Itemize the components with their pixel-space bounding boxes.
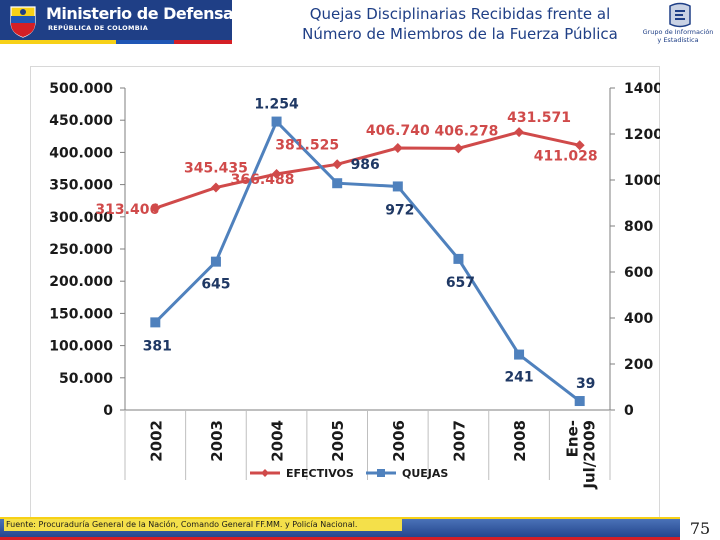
right-tick-label: 200: [624, 357, 653, 373]
right-tick-label: 0: [624, 403, 634, 419]
efectivos-data-label: 313.406: [95, 202, 159, 218]
source-note: Fuente: Procuraduría General de la Nació…: [4, 519, 402, 531]
efectivos-data-label: 406.278: [435, 123, 499, 139]
left-tick-label: 100.000: [49, 339, 113, 355]
quejas-data-label: 39: [576, 376, 595, 392]
category-label: 2004: [269, 420, 287, 462]
series-line-quejas: [154, 118, 581, 403]
quejas-data-label: 381: [143, 338, 172, 354]
chart-frame: [30, 66, 660, 522]
title-line-1: Quejas Disciplinarias Recibidas frente a…: [309, 5, 611, 23]
category-label: 2002: [147, 420, 165, 462]
quejas-point: [574, 396, 585, 407]
category-label-line: 2002: [147, 420, 165, 462]
efectivos-point: [332, 159, 343, 170]
category-label-line: 2005: [329, 420, 347, 462]
category-label-line: Jul/2009: [581, 420, 599, 490]
efectivos-point: [392, 143, 403, 154]
quejas-data-label: 645: [201, 277, 230, 293]
dual-axis-line-chart: 0 50.000 100.000 150.000 200.000 250.000 300.0…: [49, 81, 660, 490]
flag-stripe: [0, 40, 232, 44]
footer-stripe-red: [0, 537, 680, 540]
category-label-line: 2008: [511, 420, 529, 462]
page-number: 75: [689, 519, 711, 538]
efectivos-data-label: 381.525: [275, 137, 339, 153]
category-label-line: 2007: [450, 420, 468, 462]
right-tick-label: 1400: [624, 81, 660, 97]
footer-stripe-yellow: [0, 517, 680, 520]
legend-label-efectivos: EFECTIVOS: [286, 467, 354, 480]
quejas-point: [453, 253, 464, 264]
efectivos-data-label: 366.488: [231, 172, 295, 188]
right-tick-label: 1000: [624, 173, 660, 189]
category-label-line: 2003: [208, 420, 226, 462]
left-tick-label: 50.000: [59, 371, 113, 387]
category-label: Ene-Jul/2009: [564, 420, 599, 490]
efectivos-point: [271, 168, 282, 179]
left-tick-label: 350.000: [49, 178, 113, 194]
efectivos-data-label: 411.028: [534, 148, 598, 164]
quejas-data-label: 972: [385, 202, 414, 218]
quejas-point: [514, 349, 525, 360]
category-label: 2007: [450, 420, 468, 462]
group-name-line-2: y Estadística: [657, 36, 699, 44]
category-label: 2005: [329, 420, 347, 462]
left-tick-label: 500.000: [49, 81, 113, 97]
coat-of-arms-icon: [10, 6, 36, 38]
right-tick-label: 600: [624, 265, 653, 281]
left-tick-label: 150.000: [49, 306, 113, 322]
left-tick-label: 450.000: [49, 113, 113, 129]
right-tick-label: 400: [624, 311, 653, 327]
left-tick-label: 250.000: [49, 242, 113, 258]
page-title: Quejas Disciplinarias Recibidas frente a…: [280, 4, 640, 44]
quejas-data-label: 657: [446, 275, 475, 291]
quejas-data-label: 986: [351, 157, 380, 173]
country-name: REPÚBLICA DE COLOMBIA: [48, 24, 149, 32]
quejas-point: [392, 181, 403, 192]
statistics-group-name: Grupo de Información y Estadística: [636, 28, 720, 44]
category-label-line: 2004: [269, 420, 287, 462]
left-tick-label: 300.000: [49, 210, 113, 226]
left-tick-label: 400.000: [49, 145, 113, 161]
efectivos-point: [210, 182, 221, 193]
category-label: 2003: [208, 420, 226, 462]
category-label: 2006: [390, 420, 408, 462]
quejas-data-label: 241: [504, 370, 533, 386]
efectivos-point: [453, 143, 464, 154]
header: Ministerio de Defensa Nacional REPÚBLICA…: [0, 0, 720, 50]
efectivos-data-label: 345.435: [184, 161, 248, 177]
legend-marker-efectivos: [261, 469, 269, 477]
right-tick-label: 1200: [624, 127, 660, 143]
ministry-name: Ministerio de Defensa Nacional: [46, 4, 313, 23]
efectivos-data-label: 406.740: [366, 123, 430, 139]
efectivos-point: [574, 140, 585, 151]
quejas-data-label: 1.254: [254, 97, 299, 113]
group-name-line-1: Grupo de Información: [642, 28, 714, 36]
category-label: 2008: [511, 420, 529, 462]
quejas-point: [271, 116, 282, 127]
series-line-efectivos: [154, 130, 581, 210]
quejas-point: [332, 178, 343, 189]
efectivos-data-label: 431.571: [507, 110, 571, 126]
quejas-point: [150, 317, 161, 328]
ministry-banner: Ministerio de Defensa Nacional REPÚBLICA…: [0, 0, 313, 44]
category-label-line: 2006: [390, 420, 408, 462]
right-tick-label: 800: [624, 219, 653, 235]
efectivos-point: [514, 127, 525, 138]
title-line-2: Número de Miembros de la Fuerza Pública: [302, 25, 618, 43]
category-label-line: Ene-: [564, 420, 582, 457]
left-tick-label: 0: [103, 403, 113, 419]
legend-marker-quejas: [377, 469, 385, 477]
quejas-point: [210, 256, 221, 267]
statistics-group-logo-icon: [669, 2, 691, 28]
legend-label-quejas: QUEJAS: [402, 467, 448, 480]
efectivos-point: [150, 203, 161, 214]
left-tick-label: 200.000: [49, 274, 113, 290]
